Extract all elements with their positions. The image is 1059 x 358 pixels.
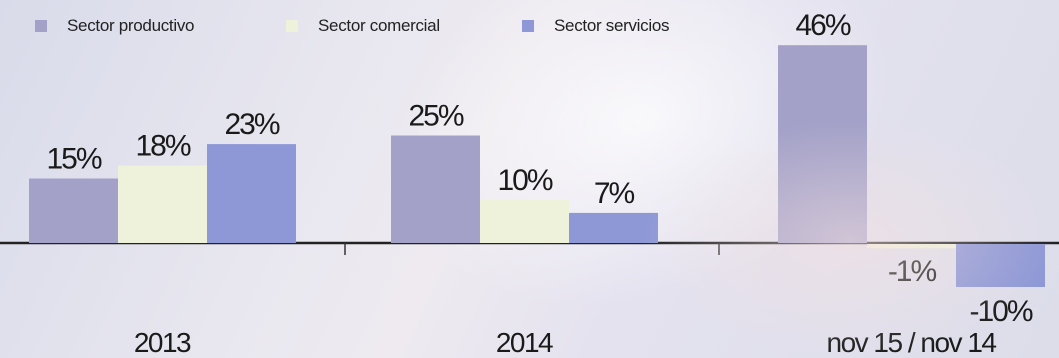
category-label: 2014 <box>496 327 553 358</box>
legend-label: Sector comercial <box>318 16 440 35</box>
bar-sector-productivo-1 <box>391 135 480 243</box>
data-label: 18% <box>135 130 190 163</box>
data-label: 25% <box>408 100 463 133</box>
category-label: 2013 <box>134 327 191 358</box>
bar-sector-productivo-2 <box>778 45 867 244</box>
category-label: nov 15 / nov 14 <box>827 327 997 358</box>
legend-swatch <box>522 20 534 32</box>
bar-sector-productivo-0 <box>29 178 118 243</box>
legend-label: Sector servicios <box>554 16 670 35</box>
data-label: 10% <box>497 164 552 197</box>
legend-item-comercial: Sector comercial <box>286 14 440 38</box>
legend-item-productivo: Sector productivo <box>35 14 195 38</box>
legend-item-servicios: Sector servicios <box>522 14 669 38</box>
legend-swatch <box>35 20 47 32</box>
data-label: 15% <box>46 143 101 176</box>
bar-sector-comercial-0 <box>118 165 207 243</box>
bar-sector-servicios-0 <box>207 144 296 243</box>
bar-sector-comercial-1 <box>480 200 569 243</box>
bar-sector-servicios-2 <box>956 244 1045 287</box>
bar-sector-servicios-1 <box>569 212 658 243</box>
legend-swatch <box>286 20 298 32</box>
data-label: 7% <box>594 177 635 210</box>
bar-sector-comercial-2 <box>867 244 956 249</box>
data-label: 23% <box>224 108 279 141</box>
data-label: -10% <box>969 295 1032 328</box>
data-label: 46% <box>795 9 850 42</box>
data-label: -1% <box>888 255 937 288</box>
legend-label: Sector productivo <box>67 16 195 35</box>
